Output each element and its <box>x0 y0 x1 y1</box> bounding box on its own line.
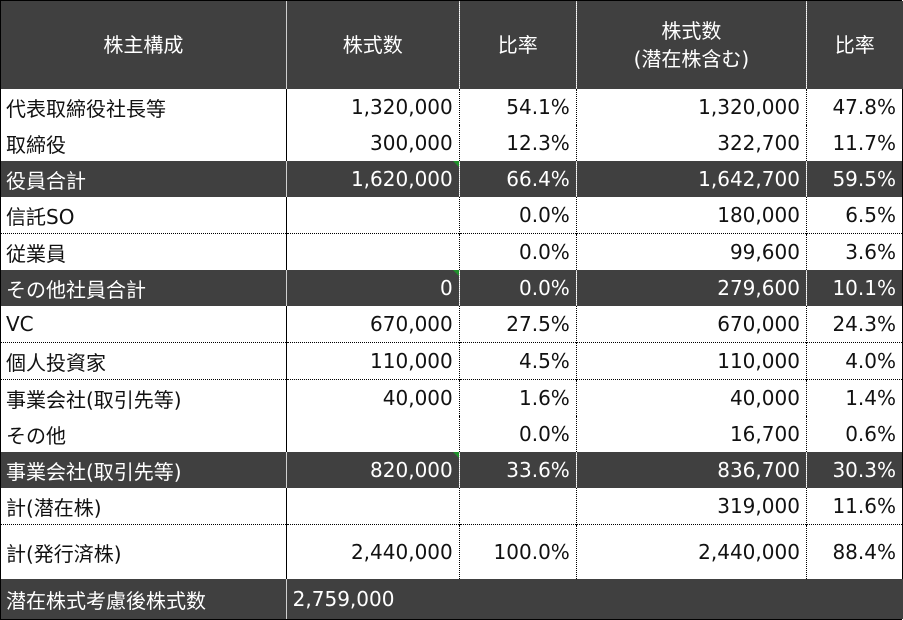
row-label: 計(潜在株) <box>1 488 287 525</box>
row-ratio2: 11.7% <box>806 125 903 161</box>
row-ratio2: 11.6% <box>806 488 903 525</box>
row-ratio: 54.1% <box>459 89 577 125</box>
row-shares <box>286 416 460 452</box>
final-label: 潜在株式考慮後株式数 <box>1 579 287 619</box>
header-shares-potential-line1: 株式数 <box>661 19 722 43</box>
row-shares-potential: 40,000 <box>576 379 807 416</box>
row-shares-potential: 1,320,000 <box>576 89 807 125</box>
row-ratio2: 10.1% <box>806 270 903 306</box>
row-shares: 40,000 <box>286 379 460 416</box>
row-ratio2: 30.3% <box>806 452 903 488</box>
header-category: 株主構成 <box>1 1 287 89</box>
final-empty-ratio <box>459 579 577 619</box>
table-header-row: 株主構成 株式数 比率 株式数 (潜在株含む) 比率 <box>1 1 903 89</box>
row-ratio: 33.6% <box>459 452 577 488</box>
header-ratio: 比率 <box>459 1 577 89</box>
row-shares <box>286 197 460 234</box>
table-row: 事業会社(取引先等) 40,000 1.6% 40,000 1.4% <box>1 379 903 416</box>
table-row-total: 事業会社(取引先等) 820,000 33.6% 836,700 30.3% <box>1 452 903 488</box>
row-shares <box>286 233 460 270</box>
row-label: VC <box>1 306 287 343</box>
row-ratio2: 3.6% <box>806 233 903 270</box>
row-shares-potential: 670,000 <box>576 306 807 343</box>
row-ratio2: 1.4% <box>806 379 903 416</box>
table-row: 従業員 0.0% 99,600 3.6% <box>1 233 903 270</box>
row-ratio: 12.3% <box>459 125 577 161</box>
table-row: 取締役 300,000 12.3% 322,700 11.7% <box>1 125 903 161</box>
row-shares-potential: 2,440,000 <box>576 524 807 579</box>
row-shares: 110,000 <box>286 342 460 380</box>
row-shares-potential: 319,000 <box>576 488 807 525</box>
table-row: 計(発行済株) 2,440,000 100.0% 2,440,000 88.4% <box>1 524 903 579</box>
row-shares-potential: 110,000 <box>576 342 807 380</box>
row-shares-potential: 836,700 <box>576 452 807 488</box>
row-shares: 0 <box>286 270 460 306</box>
header-shares: 株式数 <box>286 1 460 89</box>
table-row: 個人投資家 110,000 4.5% 110,000 4.0% <box>1 342 903 380</box>
table-row: その他 0.0% 16,700 0.6% <box>1 416 903 452</box>
final-empty-ratio2 <box>806 579 903 619</box>
row-ratio2: 59.5% <box>806 161 903 197</box>
header-ratio2: 比率 <box>806 1 903 89</box>
row-label: 代表取締役社長等 <box>1 89 287 125</box>
row-ratio: 4.5% <box>459 342 577 380</box>
row-ratio: 100.0% <box>459 524 577 579</box>
row-shares-potential: 180,000 <box>576 197 807 234</box>
row-label: 取締役 <box>1 125 287 161</box>
final-empty-shares-potential <box>576 579 807 619</box>
row-ratio2: 6.5% <box>806 197 903 234</box>
header-shares-potential-line2: (潜在株含む) <box>633 47 750 71</box>
row-ratio: 66.4% <box>459 161 577 197</box>
row-ratio2: 4.0% <box>806 342 903 380</box>
row-shares: 300,000 <box>286 125 460 161</box>
row-ratio: 0.0% <box>459 416 577 452</box>
table-row: 信託SO 0.0% 180,000 6.5% <box>1 197 903 234</box>
row-shares-potential: 322,700 <box>576 125 807 161</box>
row-shares-potential: 99,600 <box>576 233 807 270</box>
row-ratio: 1.6% <box>459 379 577 416</box>
row-label: 計(発行済株) <box>1 524 287 579</box>
row-shares-potential: 279,600 <box>576 270 807 306</box>
row-label: その他 <box>1 416 287 452</box>
row-label: 役員合計 <box>1 161 287 197</box>
row-ratio2: 88.4% <box>806 524 903 579</box>
row-label: 事業会社(取引先等) <box>1 379 287 416</box>
row-ratio: 0.0% <box>459 270 577 306</box>
table-row-final: 潜在株式考慮後株式数 2,759,000 <box>1 579 903 619</box>
row-ratio2: 24.3% <box>806 306 903 343</box>
table-row: VC 670,000 27.5% 670,000 24.3% <box>1 306 903 343</box>
row-ratio2: 0.6% <box>806 416 903 452</box>
header-shares-potential: 株式数 (潜在株含む) <box>576 1 807 89</box>
table-row-total: その他社員合計 0 0.0% 279,600 10.1% <box>1 270 903 306</box>
row-shares-potential: 1,642,700 <box>576 161 807 197</box>
table-row-total: 役員合計 1,620,000 66.4% 1,642,700 59.5% <box>1 161 903 197</box>
row-shares: 670,000 <box>286 306 460 343</box>
row-ratio: 0.0% <box>459 233 577 270</box>
row-label: 信託SO <box>1 197 287 234</box>
table-row: 計(潜在株) 319,000 11.6% <box>1 488 903 525</box>
row-label: 事業会社(取引先等) <box>1 452 287 488</box>
row-ratio: 27.5% <box>459 306 577 343</box>
row-label: その他社員合計 <box>1 270 287 306</box>
row-shares: 1,620,000 <box>286 161 460 197</box>
row-shares: 2,440,000 <box>286 524 460 579</box>
row-shares: 1,320,000 <box>286 89 460 125</box>
final-shares: 2,759,000 <box>286 579 460 619</box>
row-label: 従業員 <box>1 233 287 270</box>
row-ratio: 0.0% <box>459 197 577 234</box>
row-shares-potential: 16,700 <box>576 416 807 452</box>
row-ratio2: 47.8% <box>806 89 903 125</box>
row-label: 個人投資家 <box>1 342 287 380</box>
row-shares <box>286 488 460 525</box>
table-row: 代表取締役社長等 1,320,000 54.1% 1,320,000 47.8% <box>1 89 903 125</box>
row-shares: 820,000 <box>286 452 460 488</box>
row-ratio <box>459 488 577 525</box>
